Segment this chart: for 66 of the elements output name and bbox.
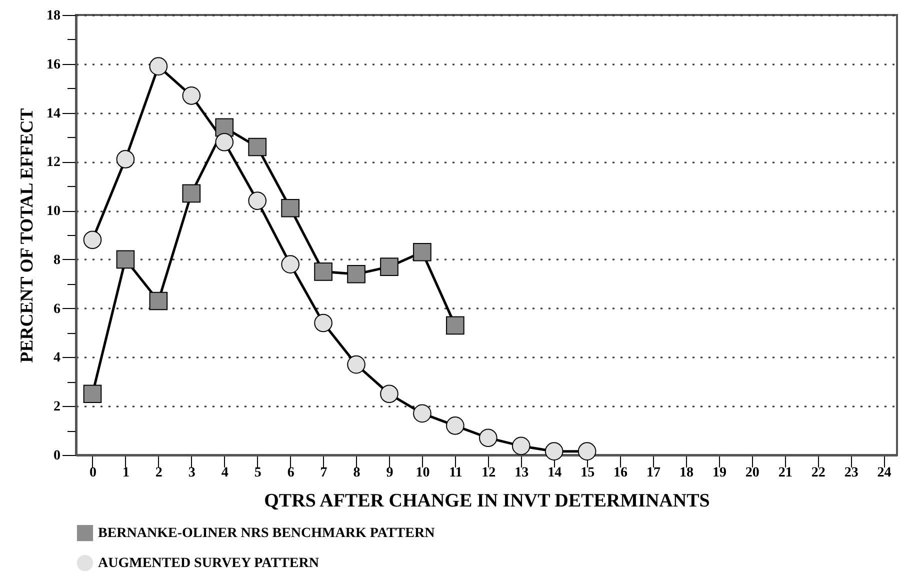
x-tick-label: 11: [449, 466, 462, 480]
point: [116, 150, 135, 168]
point: [446, 316, 464, 335]
x-tick-label: 9: [386, 466, 394, 480]
point: [544, 442, 564, 460]
x-tick-label: 7: [320, 466, 328, 480]
point: [149, 57, 168, 76]
point: [182, 86, 201, 105]
point: [83, 384, 102, 404]
x-tick-label: 14: [548, 466, 562, 480]
point: [281, 198, 300, 218]
point: [347, 355, 366, 374]
point: [413, 404, 432, 423]
x-tick-label: 15: [580, 466, 595, 480]
x-tick-label: 19: [712, 466, 726, 480]
y-tick-label: 8: [54, 252, 60, 268]
legend-label: BERNANKE-OLINER NRS BENCHMARK PATTERN: [98, 526, 435, 541]
point: [380, 384, 398, 404]
x-tick-label: 16: [614, 466, 628, 480]
point: [314, 262, 332, 281]
x-tick-label: 13: [514, 466, 529, 480]
x-tick-label: 2: [155, 466, 162, 480]
point: [248, 138, 267, 156]
y-axis-title: PERCENT OF TOTAL EFFECT: [16, 108, 36, 363]
x-tick-label: 20: [745, 466, 760, 480]
point: [215, 132, 234, 152]
x-tick-label: 5: [254, 466, 262, 480]
y-tick-label: 16: [46, 57, 60, 72]
legend-label: AUGMENTED SURVEY PATTERN: [98, 556, 319, 571]
point: [446, 416, 464, 435]
x-tick-label: 4: [221, 466, 228, 480]
point: [182, 184, 201, 203]
point: [149, 292, 168, 310]
x-tick-label: 10: [416, 466, 430, 480]
point: [83, 230, 102, 250]
y-tick-label: 10: [46, 204, 60, 220]
y-tick-label: 12: [46, 155, 60, 170]
point: [116, 250, 135, 269]
x-axis-title: QTRS AFTER CHANGE IN INVT DETERMINANTS: [264, 490, 710, 512]
x-tick-label: 0: [89, 466, 96, 480]
point: [380, 258, 398, 276]
y-tick-label: 18: [46, 8, 60, 24]
y-tick-label: 2: [54, 400, 60, 415]
x-tick-label: 3: [188, 466, 196, 480]
x-tick-label: 17: [646, 466, 661, 480]
point: [281, 255, 300, 274]
x-tick-label: 24: [877, 466, 892, 480]
y-tick-label: 4: [54, 350, 60, 366]
point: [314, 314, 332, 332]
point: [578, 442, 596, 460]
x-tick-label: 6: [287, 466, 294, 480]
y-tick-label: 6: [54, 302, 60, 317]
x-tick-label: 22: [811, 466, 826, 480]
point: [347, 264, 366, 284]
x-tick-label: 1: [122, 466, 130, 480]
x-tick-label: 8: [353, 466, 360, 480]
point: [512, 436, 530, 456]
point: [413, 242, 432, 262]
y-tick-label: 0: [54, 448, 60, 464]
point: [478, 428, 498, 448]
x-tick-label: 23: [844, 466, 858, 480]
x-tick-label: 21: [778, 466, 792, 480]
point: [248, 192, 267, 210]
x-tick-label: 18: [679, 466, 694, 480]
y-tick-label: 14: [46, 106, 60, 122]
x-tick-label: 12: [482, 466, 496, 480]
